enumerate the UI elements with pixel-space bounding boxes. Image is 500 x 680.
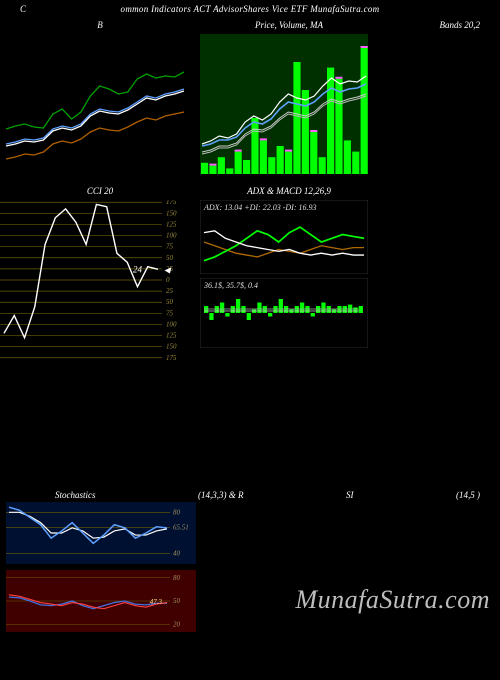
row-2: CCI 20 175150125100755025025507510012515… (0, 184, 500, 360)
stoch-label-right: (14,5 ) (456, 490, 480, 500)
price-vol-title: Price, Volume, MA (200, 18, 378, 34)
stoch-header: Stochastics (14,3,3) & R SI (14,5 ) (0, 490, 500, 502)
row-1: B Price, Volume, MA Bands 20,2 (0, 18, 500, 174)
watermark: MunafaSutra.com (295, 585, 490, 615)
stoch-top-chart: 80 65.51 40 (6, 502, 196, 564)
header-main: ommon Indicators ACT AdvisorShares Vice … (121, 4, 380, 14)
adx-macd-panel: ADX & MACD 12,26,9 ADX: 13.04 +DI: 22.03… (200, 184, 378, 360)
macd-chart: 36.1$, 35.7$, 0.4 (200, 278, 368, 348)
svg-text:50: 50 (173, 597, 181, 605)
bollinger-title: B (0, 18, 200, 34)
bollinger-chart (0, 34, 190, 174)
page-header: C ommon Indicators ACT AdvisorShares Vic… (0, 0, 500, 18)
adx-chart: ADX: 13.04 +DI: 22.03 -DI: 16.93 (200, 200, 368, 274)
stoch-label-left: Stochastics (55, 490, 96, 500)
svg-text:ADX: 13.04 +DI: 22.03 -DI: 16: ADX: 13.04 +DI: 22.03 -DI: 16.93 (203, 203, 317, 212)
svg-text:20: 20 (173, 620, 181, 628)
svg-text:50: 50 (166, 298, 174, 306)
adx-macd-title: ADX & MACD 12,26,9 (200, 184, 378, 200)
svg-text:175: 175 (166, 200, 177, 206)
svg-text:150: 150 (166, 209, 177, 217)
cci-chart: 175150125100755025025507510012515017524◀ (0, 200, 190, 360)
cci-panel: CCI 20 175150125100755025025507510012515… (0, 184, 200, 360)
svg-text:100: 100 (166, 232, 177, 240)
svg-text:24: 24 (133, 264, 143, 274)
stoch-label-mid2: SI (346, 490, 354, 500)
svg-text:75: 75 (166, 309, 174, 317)
svg-text:125: 125 (166, 220, 177, 228)
cci-title: CCI 20 (0, 184, 200, 200)
price-vol-chart (200, 34, 368, 174)
svg-text:75: 75 (166, 243, 174, 251)
price-vol-panel: Price, Volume, MA (200, 18, 378, 174)
svg-text:80: 80 (173, 508, 181, 516)
header-left: C (20, 4, 26, 14)
bollinger-panel: B (0, 18, 200, 174)
svg-text:125: 125 (166, 332, 177, 340)
stoch-bot-chart: 80 50 20 47.3 (6, 570, 196, 632)
svg-text:0: 0 (166, 276, 170, 284)
svg-text:25: 25 (166, 287, 174, 295)
bands-label-panel: Bands 20,2 (378, 18, 500, 174)
svg-text:40: 40 (173, 550, 181, 558)
svg-text:100: 100 (166, 320, 177, 328)
svg-text:65.51: 65.51 (173, 523, 189, 531)
svg-text:150: 150 (166, 343, 177, 351)
svg-text:36.1$, 35.7$, 0.4: 36.1$, 35.7$, 0.4 (203, 281, 258, 290)
svg-text:50: 50 (166, 254, 174, 262)
stoch-label-mid: (14,3,3) & R (198, 490, 244, 500)
bands-label: Bands 20,2 (378, 18, 500, 34)
svg-text:175: 175 (166, 354, 177, 360)
svg-text:47.3: 47.3 (150, 598, 163, 606)
svg-text:80: 80 (173, 574, 181, 582)
